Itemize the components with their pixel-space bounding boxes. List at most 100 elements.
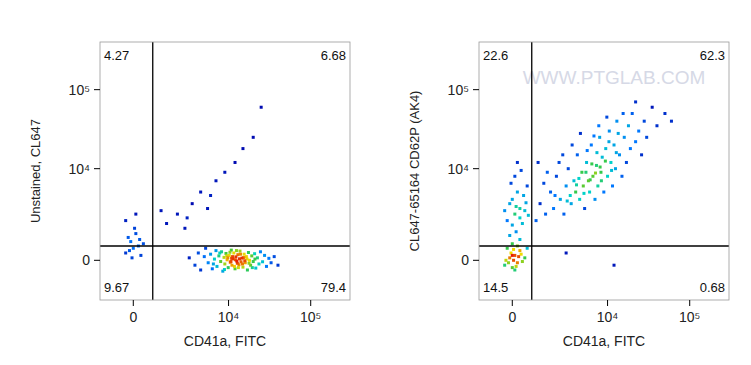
y-tick bbox=[473, 89, 479, 90]
event-point bbox=[565, 184, 568, 187]
event-point bbox=[575, 183, 578, 186]
event-point bbox=[241, 266, 244, 269]
event-point bbox=[609, 161, 612, 164]
event-point bbox=[513, 268, 516, 271]
event-point bbox=[627, 124, 630, 127]
event-point bbox=[252, 136, 255, 139]
event-point bbox=[260, 106, 263, 109]
event-point bbox=[611, 184, 614, 187]
event-point bbox=[132, 247, 135, 250]
event-point bbox=[197, 251, 200, 254]
event-point bbox=[617, 132, 620, 135]
event-point bbox=[223, 268, 226, 271]
plot-area bbox=[100, 42, 350, 300]
event-point bbox=[526, 184, 529, 187]
event-point bbox=[243, 259, 246, 262]
y-axis-label: Unstained, CL647 bbox=[28, 119, 43, 223]
event-point bbox=[555, 175, 558, 178]
event-point bbox=[511, 198, 514, 201]
event-point bbox=[518, 249, 521, 252]
event-point bbox=[235, 260, 238, 263]
event-point bbox=[614, 167, 617, 170]
event-point bbox=[578, 198, 581, 201]
event-point bbox=[645, 136, 648, 139]
event-point bbox=[566, 200, 569, 203]
x-axis-label: CD41a, FITC bbox=[563, 333, 645, 349]
event-point bbox=[223, 262, 226, 265]
event-point bbox=[515, 230, 518, 233]
event-point bbox=[592, 134, 595, 137]
event-point bbox=[604, 160, 607, 163]
x-tick bbox=[512, 300, 513, 306]
y-tick bbox=[94, 89, 100, 90]
event-point bbox=[521, 222, 524, 225]
event-point bbox=[183, 227, 186, 230]
event-point bbox=[583, 207, 586, 210]
event-point bbox=[567, 167, 570, 170]
event-point bbox=[544, 213, 547, 216]
event-point bbox=[527, 214, 530, 217]
event-point bbox=[241, 147, 244, 150]
event-point bbox=[663, 112, 666, 115]
event-point bbox=[253, 252, 256, 255]
event-point bbox=[516, 261, 519, 264]
event-point bbox=[601, 156, 604, 159]
event-point bbox=[265, 265, 268, 268]
event-point bbox=[599, 166, 602, 169]
event-point bbox=[257, 262, 260, 265]
event-point bbox=[559, 198, 562, 201]
event-point bbox=[240, 260, 243, 263]
event-point bbox=[191, 202, 194, 205]
event-point bbox=[585, 161, 588, 164]
event-point bbox=[219, 260, 222, 263]
event-point bbox=[518, 207, 521, 210]
event-point bbox=[584, 171, 587, 174]
event-point bbox=[223, 256, 226, 259]
x-tick-label: 10⁵ bbox=[679, 309, 700, 325]
y-tick-label: 10⁵ bbox=[69, 82, 90, 98]
event-point bbox=[622, 112, 625, 115]
event-point bbox=[615, 151, 618, 154]
event-point bbox=[670, 120, 673, 123]
event-point bbox=[506, 247, 509, 250]
event-point bbox=[513, 175, 516, 178]
x-tick bbox=[228, 300, 229, 306]
y-tick-label: 10⁴ bbox=[68, 161, 90, 177]
y-tick-label: 0 bbox=[82, 252, 90, 268]
event-point bbox=[234, 255, 237, 258]
event-point bbox=[246, 268, 249, 271]
event-point bbox=[515, 265, 518, 268]
event-point bbox=[238, 257, 241, 260]
event-point bbox=[273, 255, 276, 258]
watermark: WWW.PTGLAB.COM bbox=[523, 67, 706, 88]
event-point bbox=[223, 171, 226, 174]
gate-vertical bbox=[152, 42, 153, 300]
event-point bbox=[127, 236, 130, 239]
event-point bbox=[643, 120, 646, 123]
gate-horizontal bbox=[479, 245, 729, 246]
event-point bbox=[124, 251, 127, 254]
event-point bbox=[248, 262, 251, 265]
event-point bbox=[539, 202, 542, 205]
event-point bbox=[270, 261, 273, 264]
event-point bbox=[133, 227, 136, 230]
event-point bbox=[610, 169, 613, 172]
event-point bbox=[512, 248, 515, 251]
x-axis-label: CD41a, FITC bbox=[184, 333, 266, 349]
x-tick-label: 10⁴ bbox=[597, 309, 619, 325]
event-point bbox=[535, 219, 538, 222]
event-point bbox=[165, 222, 168, 225]
event-point bbox=[239, 253, 242, 256]
plot-area bbox=[479, 42, 729, 300]
event-point bbox=[523, 209, 526, 212]
event-point bbox=[582, 192, 585, 195]
event-point bbox=[518, 238, 521, 241]
gate-vertical bbox=[531, 42, 532, 300]
event-point bbox=[574, 191, 577, 194]
x-tick-label: 0 bbox=[508, 309, 516, 325]
y-tick bbox=[473, 260, 479, 261]
y-tick-label: 0 bbox=[461, 252, 469, 268]
event-point bbox=[558, 161, 561, 164]
event-point bbox=[582, 184, 585, 187]
event-point bbox=[517, 255, 520, 258]
